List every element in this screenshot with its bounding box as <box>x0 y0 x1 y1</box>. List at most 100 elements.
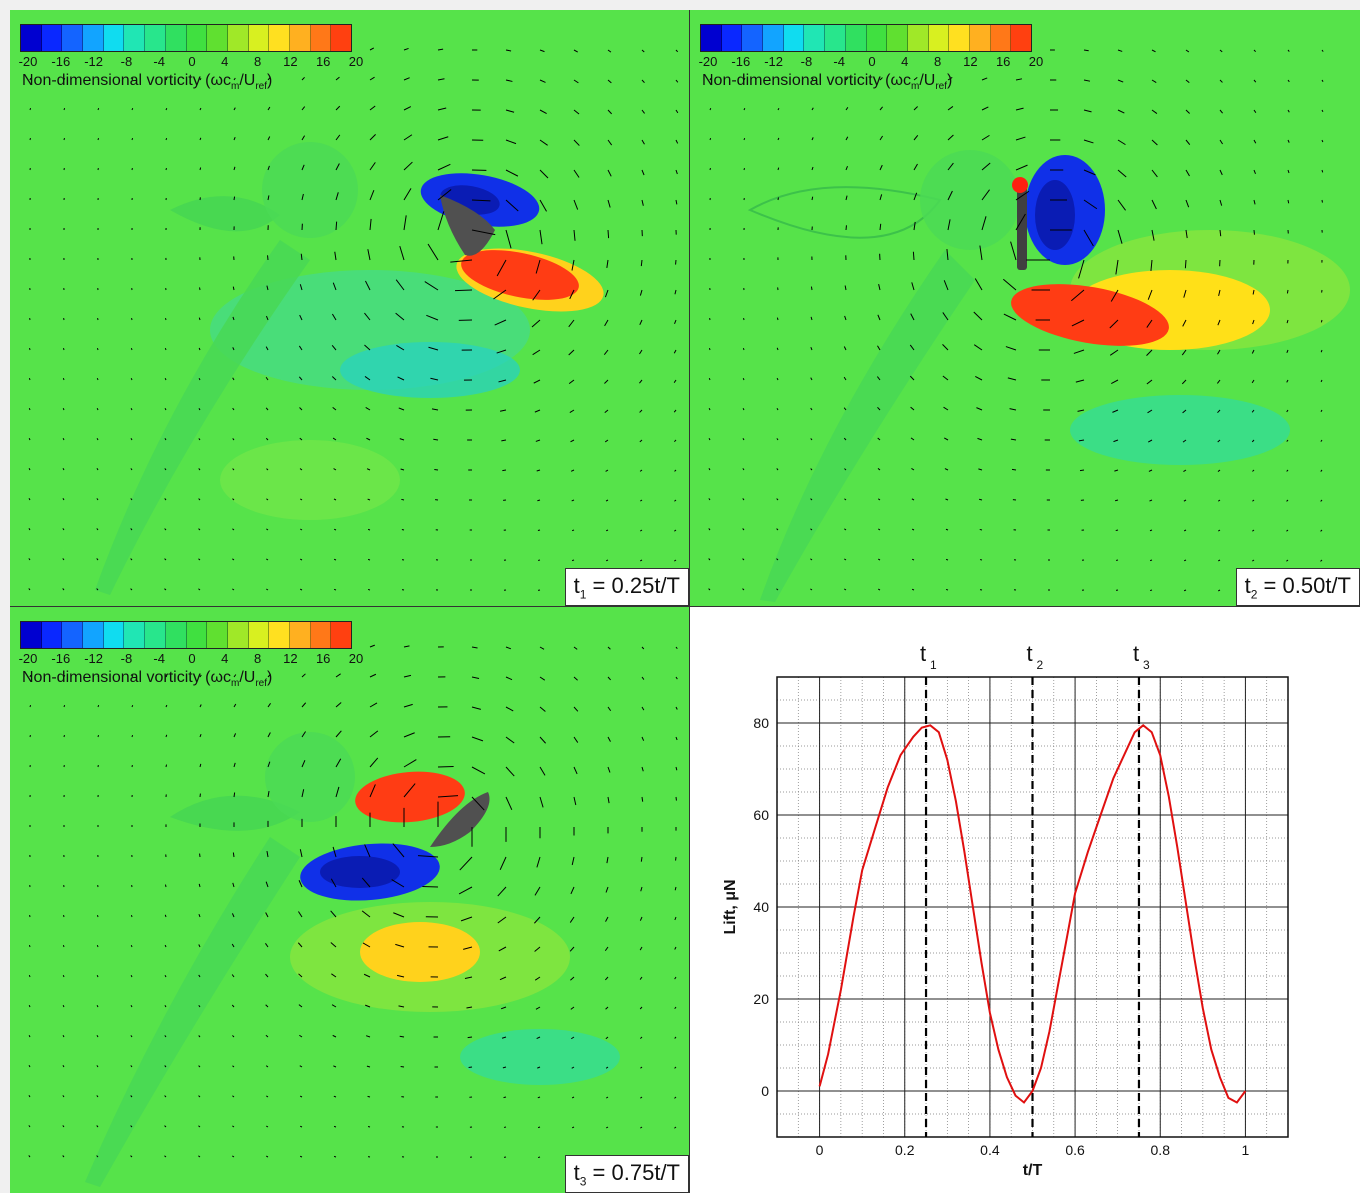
velocity-arrow <box>639 439 643 443</box>
velocity-arrow <box>1146 319 1153 328</box>
velocity-arrow <box>165 704 168 708</box>
colorbar-swatch <box>124 25 146 51</box>
velocity-arrow <box>573 796 577 806</box>
colorbar-tick-label: 0 <box>868 54 876 69</box>
velocity-arrow <box>539 139 548 146</box>
velocity-arrow <box>743 167 745 171</box>
colorbar-swatch <box>41 622 63 648</box>
velocity-arrow <box>537 1156 541 1159</box>
velocity-arrow <box>947 134 954 141</box>
velocity-arrow <box>199 107 202 111</box>
velocity-arrow <box>981 134 990 141</box>
velocity-arrow <box>398 407 405 411</box>
colorbar-tick-label: -12 <box>84 651 103 666</box>
colorbar-swatch <box>124 622 146 648</box>
velocity-arrow <box>539 79 546 83</box>
vorticity-panel-t1: -20 -16 -12 -8 -4 0 4 8 12 16 20 Non-dimensional v… <box>10 10 689 606</box>
velocity-arrow <box>62 407 65 411</box>
velocity-arrow <box>392 843 405 858</box>
velocity-arrow <box>537 499 541 502</box>
velocity-arrow <box>1075 379 1085 383</box>
velocity-arrow <box>777 137 780 141</box>
velocity-arrow <box>604 289 609 298</box>
velocity-arrow <box>369 757 379 768</box>
velocity-arrow <box>363 973 371 978</box>
velocity-arrow <box>299 1034 303 1038</box>
velocity-arrow <box>981 162 991 171</box>
velocity-arrow <box>198 498 201 501</box>
y-tick-label: 80 <box>753 715 769 731</box>
velocity-arrow <box>232 1035 235 1038</box>
velocity-arrow <box>639 319 643 326</box>
velocity-arrow <box>1219 109 1224 114</box>
velocity-arrow <box>843 407 847 411</box>
velocity-arrow <box>130 1035 133 1038</box>
velocity-arrow <box>607 736 611 742</box>
velocity-arrow <box>675 199 678 205</box>
velocity-arrow <box>1007 377 1017 381</box>
colorbar-swatch <box>207 622 228 648</box>
velocity-arrow <box>437 136 449 141</box>
x-tick-label: 0.6 <box>1065 1142 1085 1158</box>
colorbar-tick-label: 8 <box>933 54 942 69</box>
velocity-arrow <box>1151 169 1158 178</box>
velocity-arrow <box>1287 109 1290 113</box>
colorbar-swatch <box>331 622 351 648</box>
velocity-arrow <box>1113 439 1119 443</box>
velocity-arrow <box>640 1126 643 1129</box>
velocity-arrow <box>708 558 711 561</box>
velocity-arrow <box>1286 349 1289 353</box>
velocity-arrow <box>607 646 611 650</box>
velocity-arrow <box>164 498 167 501</box>
velocity-arrow <box>845 136 849 141</box>
velocity-arrow <box>233 166 236 171</box>
velocity-arrow <box>301 702 307 708</box>
colorbar-swatch <box>165 25 187 51</box>
velocity-arrow <box>1117 79 1124 83</box>
velocity-arrow <box>267 195 270 201</box>
velocity-arrow <box>1253 199 1256 205</box>
velocity-arrow <box>573 79 579 84</box>
velocity-arrow <box>945 498 949 501</box>
velocity-arrow <box>536 469 541 472</box>
velocity-arrow <box>639 409 643 413</box>
velocity-arrow <box>877 437 881 441</box>
velocity-arrow <box>232 1095 235 1098</box>
velocity-arrow <box>1146 349 1153 356</box>
velocity-arrow <box>367 249 371 261</box>
velocity-arrow <box>539 796 544 808</box>
marker-label-sub-t1: 1 <box>930 658 937 672</box>
velocity-arrow <box>1286 529 1289 532</box>
velocity-arrow <box>1320 379 1323 383</box>
velocity-arrow <box>1286 469 1289 472</box>
velocity-arrow <box>165 764 168 768</box>
velocity-arrow <box>505 676 513 681</box>
velocity-arrow <box>843 376 847 381</box>
velocity-arrow <box>1112 409 1119 413</box>
velocity-arrow <box>198 1065 201 1068</box>
velocity-arrow <box>198 1155 201 1158</box>
velocity-arrow <box>433 438 439 441</box>
velocity-arrow <box>266 588 269 591</box>
velocity-arrow <box>1219 199 1223 206</box>
velocity-arrow <box>1115 259 1119 275</box>
velocity-arrow <box>267 790 270 798</box>
velocity-arrow <box>164 1005 167 1008</box>
velocity-arrow <box>28 1095 31 1098</box>
velocity-arrow <box>265 1004 269 1008</box>
velocity-arrow <box>945 588 949 591</box>
velocity-arrow <box>233 733 237 738</box>
velocity-arrow <box>403 703 413 708</box>
colorbar-tick-label: 16 <box>995 54 1011 69</box>
velocity-arrow <box>403 215 407 231</box>
colorbar-swatch <box>331 25 351 51</box>
velocity-arrow <box>1218 499 1221 502</box>
velocity-arrow <box>1149 589 1153 592</box>
velocity-arrow <box>367 528 371 531</box>
velocity-arrow <box>845 195 848 201</box>
velocity-arrow <box>199 674 202 678</box>
velocity-arrow <box>743 107 746 111</box>
velocity-arrow <box>232 588 235 591</box>
velocity-arrow <box>62 1065 65 1068</box>
colorbar-swatch <box>165 622 187 648</box>
